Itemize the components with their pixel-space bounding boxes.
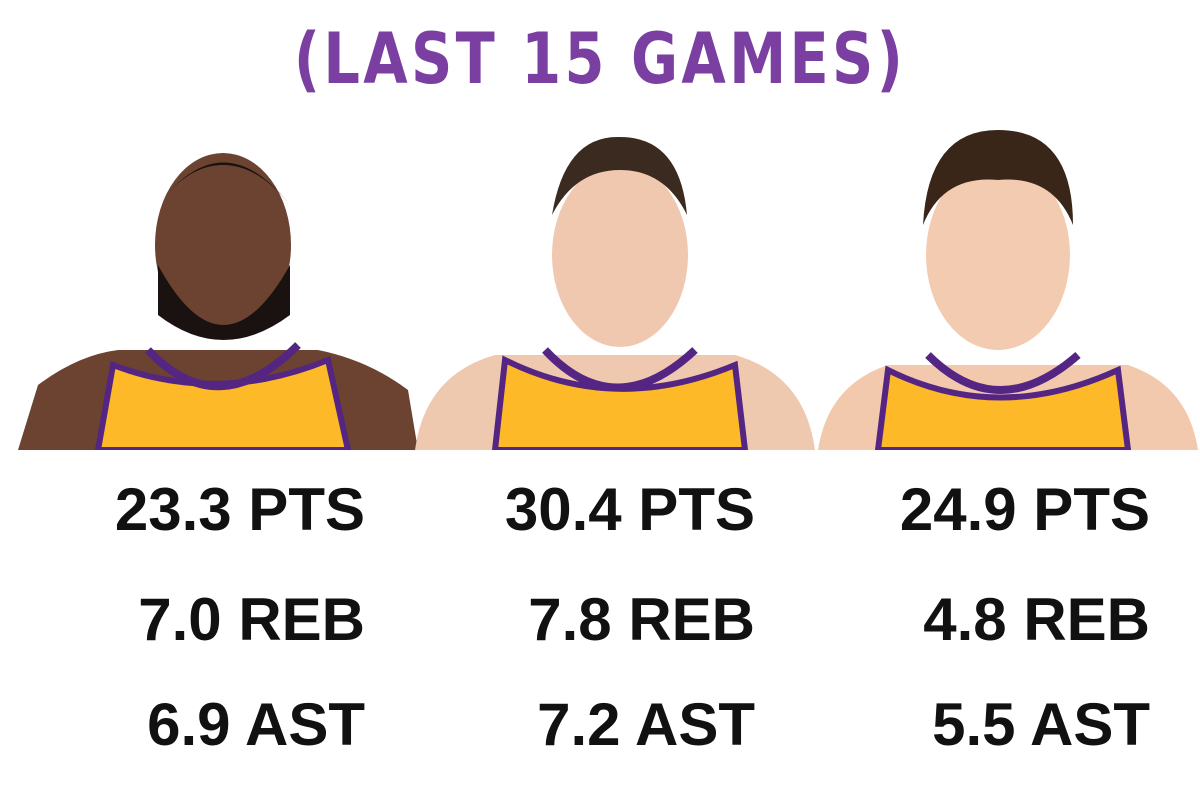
player-photo — [18, 153, 418, 450]
stat-line: 7.2 AST — [537, 691, 755, 758]
stat-line: 30.4 PTS — [504, 476, 755, 543]
stat-line: 4.8 REB — [923, 586, 1150, 653]
stat-line: 5.5 AST — [932, 691, 1150, 758]
player-photo — [818, 130, 1198, 450]
title: (LAST 15 GAMES) — [293, 18, 907, 100]
stat-line: 7.8 REB — [528, 586, 755, 653]
stat-line: 24.9 PTS — [899, 476, 1150, 543]
player-photo — [415, 136, 815, 450]
stat-line: 6.9 AST — [147, 691, 365, 758]
stat-line: 23.3 PTS — [114, 476, 365, 543]
stat-line: 7.0 REB — [138, 586, 365, 653]
